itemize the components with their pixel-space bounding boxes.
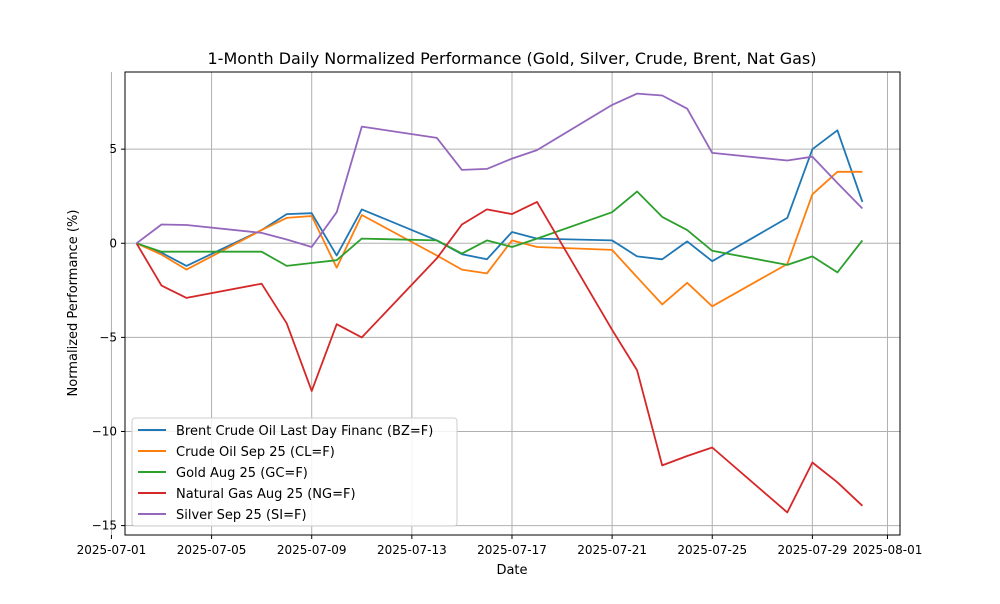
legend-box (131, 417, 458, 527)
plot-frame (124, 71, 901, 536)
y-tick-label: 0 (109, 236, 117, 250)
legend-label: Gold Aug 25 (GC=F) (176, 466, 308, 481)
series-lines (135, 92, 864, 514)
series-line-4 (135, 92, 864, 248)
x-tick-label: 2025-07-29 (778, 543, 848, 557)
x-tick-label: 2025-07-01 (77, 543, 147, 557)
series-line-1 (136, 170, 863, 308)
y-tick-label: 5 (109, 142, 117, 156)
legend-label: Brent Crude Oil Last Day Financ (BZ=F) (176, 424, 433, 439)
legend-label: Crude Oil Sep 25 (CL=F) (176, 445, 335, 460)
legend-label: Silver Sep 25 (SI=F) (176, 508, 307, 523)
series-line-3 (135, 200, 864, 514)
y-axis-label: Normalized Performance (%) (66, 210, 81, 397)
x-tick-label: 2025-07-09 (277, 543, 347, 557)
y-tick-label: −5 (99, 330, 117, 344)
x-tick-label: 2025-07-05 (177, 543, 247, 557)
x-axis-label: Date (496, 563, 527, 578)
legend: Brent Crude Oil Last Day Financ (BZ=F) Cr… (131, 417, 458, 527)
x-tick-label: 2025-07-17 (477, 543, 547, 557)
legend-label: Natural Gas Aug 25 (NG=F) (176, 487, 356, 502)
x-tick-label: 2025-08-01 (853, 543, 923, 557)
x-tick-label: 2025-07-25 (677, 543, 747, 557)
x-tick-label: 2025-07-13 (377, 543, 447, 557)
series-line-2 (136, 190, 864, 274)
x-tick-label: 2025-07-21 (577, 543, 647, 557)
chart-title: 1-Month Daily Normalized Performance (Go… (208, 49, 817, 68)
y-tick-label: −10 (92, 424, 117, 438)
y-axis: 5 0 −5 −10 −15 (92, 142, 125, 533)
y-tick-label: −15 (92, 519, 117, 533)
grid (110, 72, 900, 535)
series-line-0 (136, 129, 864, 267)
x-axis: 2025-07-01 2025-07-05 2025-07-09 2025-07-13… (77, 535, 923, 557)
